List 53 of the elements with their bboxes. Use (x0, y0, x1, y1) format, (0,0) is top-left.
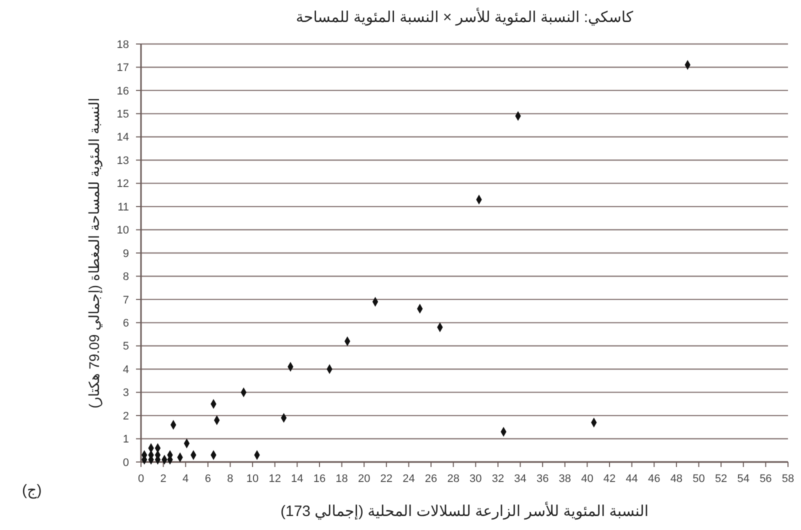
y-tick-label: 0 (122, 456, 129, 469)
x-tick-label: 32 (492, 473, 504, 485)
x-tick-label: 20 (358, 473, 370, 485)
x-tick-label: 28 (447, 473, 460, 485)
x-tick-label: 46 (648, 473, 660, 485)
y-tick-label: 10 (116, 224, 129, 237)
x-tick-label: 56 (760, 473, 772, 485)
y-tick-label: 11 (118, 201, 129, 214)
x-tick-label: 40 (581, 473, 594, 485)
y-tick-label: 17 (116, 62, 129, 74)
x-tick-label: 12 (268, 473, 281, 485)
x-tick-label: 6 (204, 473, 211, 485)
x-tick-label: 24 (402, 473, 415, 485)
x-tick-label: 42 (603, 473, 616, 485)
x-tick-label: 22 (380, 473, 393, 485)
x-tick-label: 30 (470, 473, 482, 485)
x-tick-label: 38 (558, 473, 572, 485)
y-tick-label: 4 (122, 364, 129, 376)
chart-title: كاسكي: النسبة المئوية للأسر × النسبة المئوية للمساحة (296, 7, 634, 26)
y-tick-label: 8 (122, 271, 129, 284)
y-tick-label: 15 (116, 108, 129, 121)
y-tick-label: 18 (116, 38, 129, 51)
y-tick-label: 7 (122, 294, 129, 306)
x-tick-label: 34 (514, 473, 526, 485)
y-tick-label: 2 (122, 410, 129, 422)
x-tick-label: 8 (227, 473, 234, 485)
x-tick-label: 0 (138, 473, 144, 485)
y-tick-label: 1 (122, 434, 129, 446)
x-tick-label: 48 (670, 473, 683, 485)
x-tick-label: 58 (782, 473, 794, 485)
y-axis-title: النسبة المئوية للمساحة المغطاة (إجمالي 79.09 هكتار) (86, 98, 103, 408)
y-tick-label: 5 (122, 340, 129, 353)
x-tick-label: 52 (714, 473, 728, 485)
x-tick-label: 18 (336, 473, 348, 485)
x-tick-label: 14 (291, 473, 304, 485)
y-tick-label: 3 (122, 387, 129, 400)
text: (ج) (22, 482, 42, 499)
x-tick-label: 36 (536, 473, 549, 485)
x-tick-label: 44 (626, 473, 638, 485)
x-tick-label: 10 (246, 473, 259, 485)
y-tick-label: 12 (116, 178, 129, 190)
x-tick-label: 4 (182, 473, 189, 485)
y-tick-label: 13 (116, 154, 129, 167)
x-tick-label: 26 (424, 473, 438, 485)
x-axis-title: النسبة المئوية للأسر الزارعة للسلالات المحلية (إجمالي 173) (280, 501, 649, 520)
y-tick-label: 16 (116, 85, 129, 98)
x-tick-label: 50 (692, 473, 705, 485)
x-tick-label: 54 (737, 473, 750, 485)
y-tick-label: 14 (116, 132, 129, 144)
x-tick-label: 2 (160, 473, 166, 485)
x-tick-label: 16 (313, 473, 326, 485)
y-tick-label: 6 (122, 318, 129, 330)
y-tick-label: 9 (122, 248, 129, 260)
